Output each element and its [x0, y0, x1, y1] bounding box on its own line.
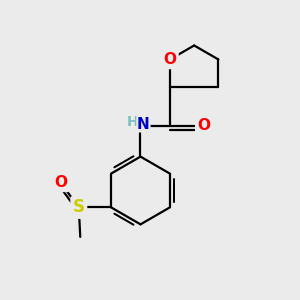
Text: O: O — [197, 118, 210, 133]
Text: N: N — [137, 117, 150, 132]
Text: S: S — [73, 198, 85, 216]
Text: O: O — [164, 52, 176, 67]
Text: H: H — [126, 115, 138, 129]
Text: O: O — [55, 175, 68, 190]
